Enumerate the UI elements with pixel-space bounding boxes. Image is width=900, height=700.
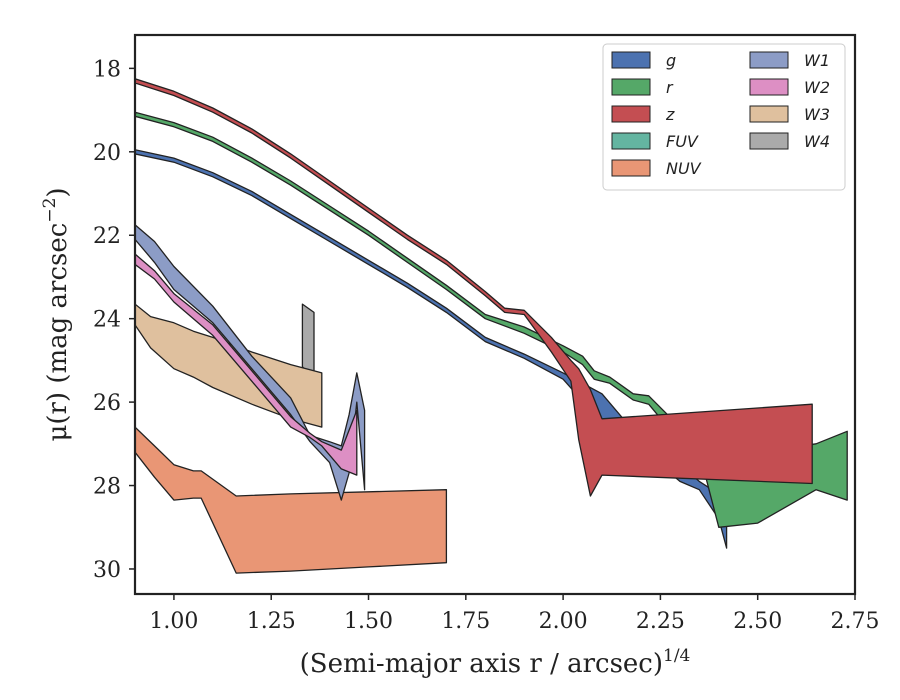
x-tick-label: 1.75 xyxy=(441,609,490,634)
legend-swatch-w4 xyxy=(749,132,789,150)
x-axis-title: (Semi-major axis r / arcsec)1/4 xyxy=(300,646,691,679)
legend-swatch-r xyxy=(611,78,651,96)
area-z xyxy=(135,78,813,497)
axes-frame xyxy=(133,33,857,596)
legend-label-r: r xyxy=(666,78,674,97)
legend-label-w1: W1 xyxy=(804,51,830,70)
x-tick-label: 1.00 xyxy=(149,609,198,634)
y-tick-label: 26 xyxy=(93,391,121,416)
legend-label-w4: W4 xyxy=(804,132,830,151)
y-tick-label: 22 xyxy=(93,224,121,249)
legend-label-z: z xyxy=(665,105,675,124)
legend-label-w3: W3 xyxy=(804,105,830,124)
plot-areas xyxy=(135,78,848,574)
legend-label-w2: W2 xyxy=(804,78,830,97)
legend-swatch-w2 xyxy=(749,78,789,96)
x-tick-label: 1.50 xyxy=(344,609,393,634)
x-tick-label: 2.25 xyxy=(636,609,685,634)
legend-label-nuv: NUV xyxy=(666,159,702,178)
x-tick-label: 2.00 xyxy=(539,609,588,634)
legend-label-g: g xyxy=(666,51,676,70)
y-axis-title: μ(r) (mag arcsec−2) xyxy=(40,187,73,441)
y-tick-label: 28 xyxy=(93,475,121,500)
y-tick-label: 30 xyxy=(93,558,121,583)
y-tick-label: 24 xyxy=(93,308,121,333)
area-w2 xyxy=(135,253,358,476)
legend-swatch-w1 xyxy=(749,51,789,69)
x-tick-label: 2.75 xyxy=(831,609,880,634)
legend-swatch-fuv xyxy=(611,132,651,150)
legend-swatch-g xyxy=(611,51,651,69)
legend-swatch-z xyxy=(611,105,651,123)
y-tick-label: 18 xyxy=(93,57,121,82)
legend-swatch-nuv xyxy=(611,159,651,177)
area-nuv xyxy=(135,426,448,574)
legend-swatch-w3 xyxy=(749,105,789,123)
area-g xyxy=(135,149,728,549)
x-tick-label: 2.50 xyxy=(733,609,782,634)
legend-label-fuv: FUV xyxy=(666,132,699,151)
x-tick-label: 1.25 xyxy=(247,609,296,634)
legend: grz FUV NUV W1 W2 W3 W4 xyxy=(602,43,846,191)
axis-ticks: 1.00 1.25 1.50 1.75 2.00 2.25 2.50 2.75 18 20 22 24… xyxy=(93,57,879,634)
y-tick-label: 20 xyxy=(93,141,121,166)
